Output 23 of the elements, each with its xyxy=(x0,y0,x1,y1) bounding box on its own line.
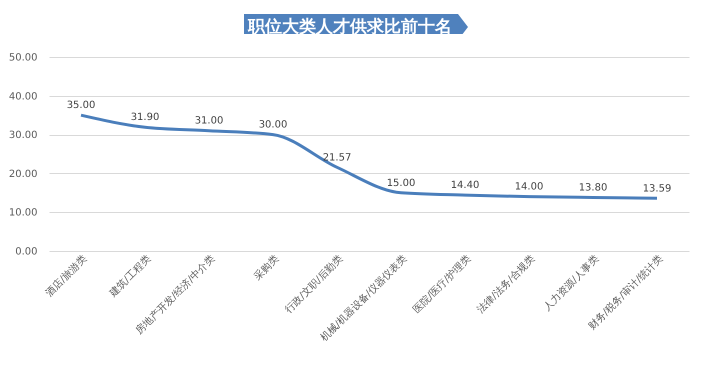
y-tick-label: 20.00 xyxy=(8,168,38,180)
x-tick-label: 医院/医疗/护理类 xyxy=(410,252,474,316)
data-label: 13.59 xyxy=(642,183,672,194)
y-tick-label: 0.00 xyxy=(15,246,38,258)
data-label: 13.80 xyxy=(578,182,608,194)
y-tick-label: 50.00 xyxy=(8,52,38,64)
y-tick-label: 10.00 xyxy=(8,208,38,219)
y-tick-label: 30.00 xyxy=(8,130,38,142)
x-tick-label: 酒店/旅游类 xyxy=(43,252,90,300)
x-tick-label: 法律/法务/合规类 xyxy=(474,252,538,316)
data-label: 31.00 xyxy=(194,116,224,127)
data-label: 14.40 xyxy=(450,180,480,192)
data-label: 30.00 xyxy=(258,120,288,131)
x-tick-label: 建筑/工程类 xyxy=(106,252,154,300)
data-label: 31.90 xyxy=(130,112,160,124)
data-label: 14.00 xyxy=(514,182,544,193)
chart-title: 职位大类人才供求比前十名 xyxy=(244,14,468,40)
data-label: 21.57 xyxy=(322,152,352,164)
y-tick-label: 40.00 xyxy=(8,91,38,102)
data-label: 35.00 xyxy=(66,100,96,112)
x-tick-label: 采购类 xyxy=(252,252,282,282)
data-label: 15.00 xyxy=(386,178,416,189)
x-tick-label: 人力资源/人事类 xyxy=(540,252,602,314)
